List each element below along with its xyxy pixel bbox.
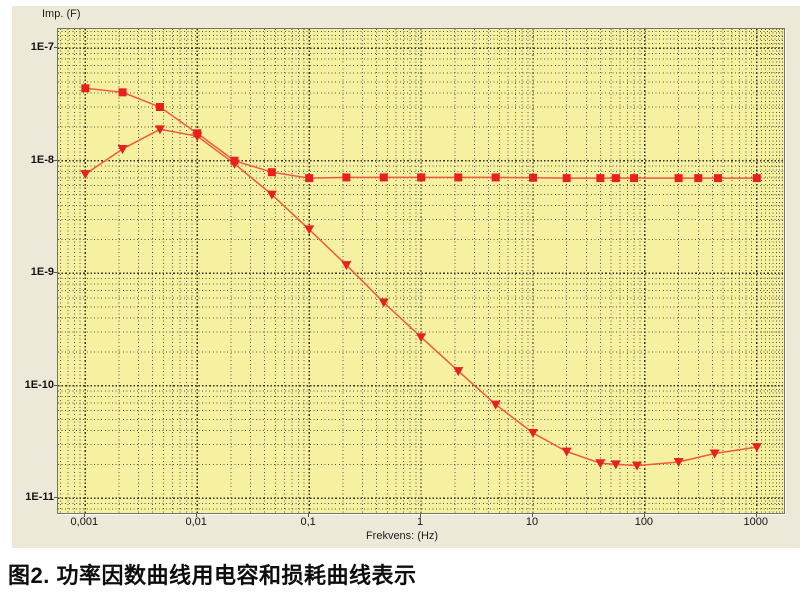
y-tick-mark: [54, 497, 57, 499]
capacitance-marker: [713, 174, 722, 183]
loss-marker: [490, 400, 501, 410]
capacitance-marker: [118, 88, 127, 97]
x-tick-mark: [196, 514, 198, 517]
y-tick-mark: [54, 47, 57, 49]
capacitance-marker: [630, 174, 639, 183]
x-tick-label: 0,01: [185, 516, 207, 528]
plot-area: [57, 28, 785, 514]
y-axis-title: Imp. (F): [42, 8, 81, 20]
loss-marker: [751, 443, 762, 453]
y-tick-mark: [54, 272, 57, 274]
loss-marker: [229, 159, 240, 169]
x-tick-label: 0,001: [70, 516, 99, 528]
loss-marker: [595, 459, 606, 469]
y-tick-label: 1E-8: [30, 153, 54, 166]
loss-marker: [561, 447, 572, 457]
loss-marker: [154, 125, 165, 135]
capacitance-marker: [342, 173, 351, 182]
capacitance-marker: [454, 173, 463, 182]
loss-marker: [610, 460, 621, 470]
y-tick-mark: [54, 384, 57, 386]
y-tick-label: 1E-11: [25, 491, 54, 504]
x-tick-mark: [755, 514, 757, 517]
capacitance-marker: [694, 174, 703, 183]
capacitance-marker: [491, 173, 500, 182]
x-tick-label: 1: [416, 516, 424, 528]
capacitance-marker: [752, 174, 761, 183]
x-axis-title: Frekvens: (Hz): [365, 530, 439, 542]
capacitance-marker: [674, 174, 683, 183]
x-tick-label: 100: [634, 516, 654, 528]
loss-marker: [416, 333, 427, 343]
loss-marker: [378, 298, 389, 308]
loss-marker: [673, 458, 684, 468]
chart-window: Imp. (F) 1E-7 1E-8 1E-9 1E-10 1E-11 0,001 0,0…: [12, 6, 800, 548]
y-tick-label: 1E-7: [30, 41, 54, 54]
capacitance-marker: [155, 102, 164, 111]
plot-svg: [58, 29, 784, 513]
figure-caption: 图2. 功率因数曲线用电容和损耗曲线表示: [8, 563, 417, 588]
x-tick-label: 0,1: [300, 516, 316, 528]
x-tick-mark: [531, 514, 533, 517]
loss-marker: [80, 170, 91, 180]
x-tick-mark: [84, 514, 86, 517]
capacitance-marker: [305, 174, 314, 183]
loss-marker: [709, 449, 720, 459]
y-tick-mark: [54, 159, 57, 161]
capacitance-marker: [81, 84, 90, 93]
x-tick-mark: [420, 514, 422, 517]
loss-marker: [304, 225, 315, 235]
loss-marker: [192, 132, 203, 142]
capacitance-marker: [562, 174, 571, 183]
x-tick-mark: [643, 514, 645, 517]
x-tick-mark: [308, 514, 310, 517]
capacitance-marker: [611, 174, 620, 183]
capacitance-marker: [528, 173, 537, 182]
y-tick-label: 1E-9: [30, 266, 54, 279]
x-tick-label: 1000: [743, 516, 769, 528]
loss-marker: [453, 367, 464, 377]
capacitance-marker: [417, 173, 426, 182]
loss-marker: [631, 461, 642, 471]
capacitance-marker: [596, 174, 605, 183]
loss-curve: [84, 128, 757, 467]
loss-marker: [117, 145, 128, 155]
loss-marker: [266, 190, 277, 200]
capacitance-marker: [379, 173, 388, 182]
x-tick-label: 10: [525, 516, 539, 528]
capacitance-marker: [267, 168, 276, 177]
loss-marker: [341, 261, 352, 271]
loss-marker: [527, 429, 538, 439]
y-tick-label: 1E-10: [24, 378, 54, 391]
